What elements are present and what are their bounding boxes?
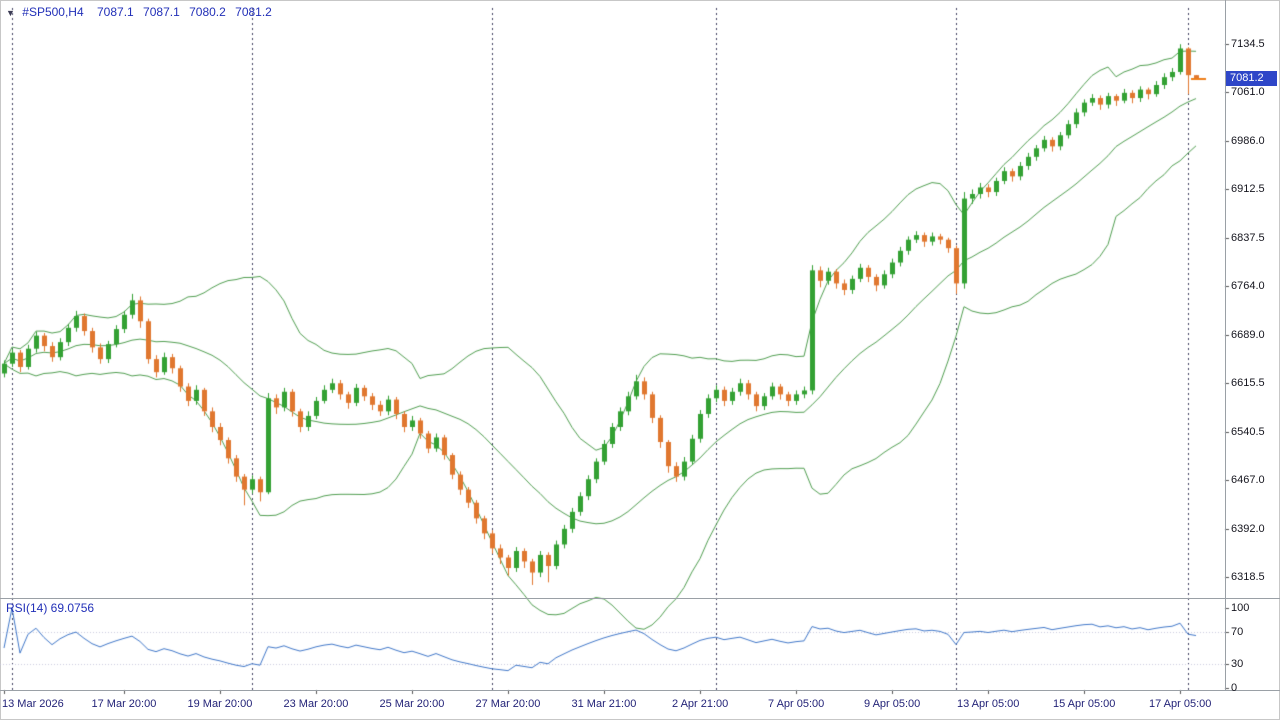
time-axis-label: 13 Mar 2026: [2, 698, 64, 710]
time-axis-label: 9 Apr 05:00: [864, 698, 921, 710]
time-axis-label: 7 Apr 05:00: [768, 698, 825, 710]
price-axis-label: 7134.5: [1231, 38, 1265, 51]
main-rsi-separator[interactable]: [0, 598, 1280, 599]
price-axis-label: 6764.0: [1231, 280, 1265, 293]
rsi-level-label: 100: [1231, 602, 1250, 614]
rsi-level-label: 30: [1231, 658, 1244, 670]
time-axis-label: 17 Mar 20:00: [91, 698, 157, 710]
quote-open: 7087.1: [97, 5, 134, 19]
price-axis-divider: [1225, 0, 1226, 690]
price-axis-label: 6615.5: [1231, 376, 1265, 389]
price-axis-label: 6318.5: [1231, 570, 1265, 583]
rsi-level-label: 70: [1231, 626, 1244, 638]
current-price-badge: 7081.2: [1226, 71, 1277, 86]
time-axis-label: 23 Mar 20:00: [283, 698, 349, 710]
rsi-indicator-label: RSI(14) 69.0756: [6, 601, 95, 615]
price-axis-label: 6837.5: [1231, 232, 1265, 245]
price-axis-label: 6986.0: [1231, 135, 1265, 148]
quote-low: 7080.2: [189, 5, 226, 19]
time-axis-label: 2 Apr 21:00: [672, 698, 729, 710]
price-axis-label: 6912.5: [1231, 183, 1265, 196]
time-axis-label: 13 Apr 05:00: [957, 698, 1020, 710]
time-axis-label: 25 Mar 20:00: [379, 698, 445, 710]
rsi-level-label: 0: [1231, 682, 1238, 694]
price-axis-label: 7061.0: [1231, 86, 1265, 99]
time-axis-label: 19 Mar 20:00: [187, 698, 253, 710]
quote-high: 7087.1: [143, 5, 180, 19]
price-axis-label: 6540.5: [1231, 425, 1265, 438]
quote-close: 7081.2: [235, 5, 272, 19]
symbol-period-label: #SP500,H4: [22, 5, 84, 19]
price-axis-label: 6392.0: [1231, 522, 1265, 535]
symbol-dropdown-icon[interactable]: ▼: [6, 8, 15, 18]
quote-bar: ▼ #SP500,H4 7087.1 7087.1 7080.2 7081.2: [6, 5, 278, 19]
rsi-time-separator: [0, 690, 1280, 691]
price-axis-label: 6689.0: [1231, 328, 1265, 341]
time-axis-label: 31 Mar 21:00: [571, 698, 637, 710]
time-axis-label: 15 Apr 05:00: [1053, 698, 1116, 710]
price-axis-label: 6467.0: [1231, 473, 1265, 486]
time-axis-label: 17 Apr 05:00: [1149, 698, 1212, 710]
time-axis-label: 27 Mar 20:00: [475, 698, 541, 710]
